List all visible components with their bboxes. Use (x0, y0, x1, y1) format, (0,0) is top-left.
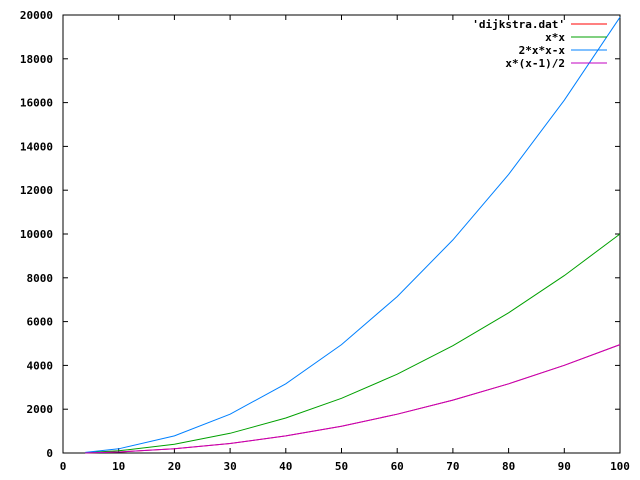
series-line-x-x (85, 233, 621, 454)
legend-label-x-x-1-2: x*(x-1)/2 (505, 57, 565, 70)
series-line-x-x-1-2 (85, 344, 621, 454)
legend: 'dijkstra.dat'x*x2*x*x-xx*(x-1)/2 (472, 18, 607, 70)
axis-ticks: 0 10 20 30 40 50 60 70 80 90 100 0 2000 4000 6000 8000 1… (20, 9, 630, 473)
series-line-dijkstra-dat (85, 344, 621, 454)
x-tick-label: 80 (502, 460, 515, 473)
x-tick-label: 100 (610, 460, 630, 473)
x-tick-label: 20 (168, 460, 181, 473)
y-tick-label: 6000 (27, 316, 54, 329)
x-tick-label: 10 (112, 460, 125, 473)
y-tick-label: 18000 (20, 53, 53, 66)
y-tick-label: 4000 (27, 359, 54, 372)
legend-label-x-x: x*x (545, 31, 565, 44)
series-lines (85, 16, 621, 454)
y-tick-label: 2000 (27, 403, 54, 416)
x-tick-label: 90 (558, 460, 571, 473)
legend-label-2-x-x-x: 2*x*x-x (519, 44, 566, 57)
x-tick-label: 40 (279, 460, 292, 473)
x-tick-label: 30 (223, 460, 236, 473)
y-tick-label: 16000 (20, 97, 53, 110)
legend-label-dijkstra-dat: 'dijkstra.dat' (472, 18, 565, 31)
x-tick-label: 0 (60, 460, 67, 473)
y-tick-label: 14000 (20, 140, 53, 153)
plot-frame (62, 14, 621, 454)
y-tick-label: 20000 (20, 9, 53, 22)
y-tick-label: 0 (46, 447, 53, 460)
x-tick-label: 60 (391, 460, 404, 473)
x-tick-label: 70 (446, 460, 459, 473)
series-line-2-x-x-x (85, 16, 621, 453)
y-tick-label: 12000 (20, 184, 53, 197)
y-tick-label: 10000 (20, 228, 53, 241)
x-tick-label: 50 (335, 460, 348, 473)
y-tick-label: 8000 (27, 272, 54, 285)
